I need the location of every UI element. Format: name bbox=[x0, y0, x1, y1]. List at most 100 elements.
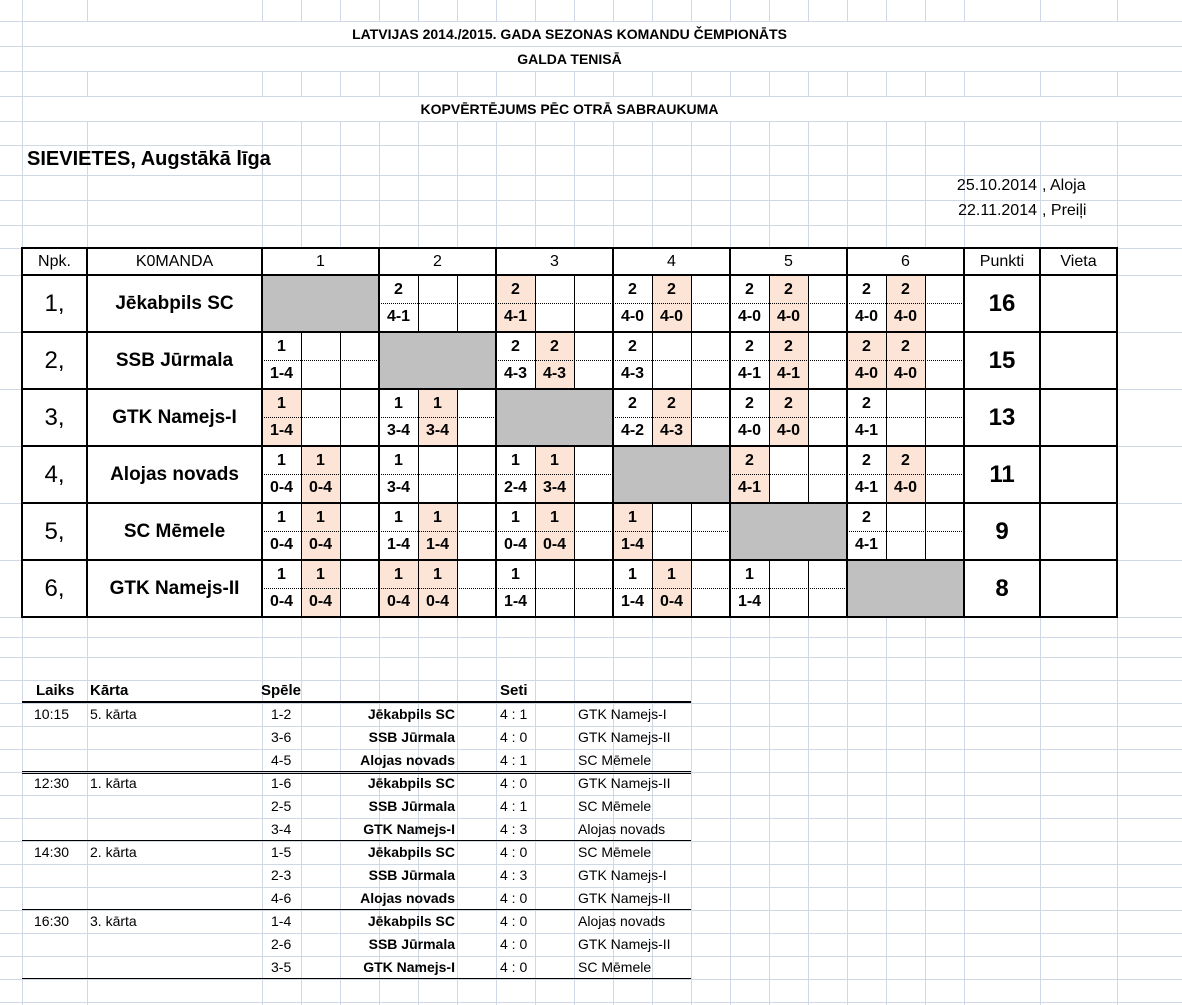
team-place[interactable] bbox=[1040, 560, 1117, 617]
match-score: 0-4 bbox=[269, 593, 294, 610]
match-points: 1 bbox=[745, 566, 754, 583]
match-points: 1 bbox=[277, 452, 286, 469]
team-points: 13 bbox=[988, 403, 1016, 431]
table-border-horizontal bbox=[21, 616, 1118, 618]
row-number: 6, bbox=[44, 574, 65, 602]
game-code: 3-5 bbox=[271, 959, 292, 975]
table-border-vertical bbox=[1039, 247, 1041, 618]
match-points: 2 bbox=[745, 281, 754, 298]
match-score: 4-0 bbox=[659, 308, 684, 325]
game-sets: 4 : 0 bbox=[500, 890, 528, 906]
score-separator bbox=[262, 417, 379, 418]
team-place[interactable] bbox=[1040, 446, 1117, 503]
row-number: 5, bbox=[44, 517, 65, 545]
gridline-horizontal bbox=[0, 864, 1182, 865]
score-separator bbox=[496, 588, 613, 589]
score-separator bbox=[379, 417, 496, 418]
gridline-horizontal bbox=[0, 21, 1182, 22]
game-code: 3-4 bbox=[271, 821, 292, 837]
merged-subtitle-area bbox=[23, 96, 1182, 121]
match-points: 2 bbox=[901, 281, 910, 298]
table-border-vertical bbox=[612, 247, 614, 618]
game-away-team: GTK Namejs-II bbox=[578, 936, 671, 952]
game-code: 1-5 bbox=[271, 844, 292, 860]
game-sets: 4 : 3 bbox=[500, 867, 528, 883]
match-score: 4-1 bbox=[386, 308, 411, 325]
schedule-round: 5. kārta bbox=[90, 706, 137, 722]
table-border-vertical bbox=[21, 247, 23, 618]
match-points: 2 bbox=[628, 338, 637, 355]
score-separator bbox=[847, 417, 964, 418]
game-sets: 4 : 1 bbox=[500, 798, 528, 814]
schedule-header-rule bbox=[22, 701, 691, 703]
match-score: 0-4 bbox=[269, 536, 294, 553]
match-score: 0-4 bbox=[386, 593, 411, 610]
game-home-team: Alojas novads bbox=[360, 752, 455, 768]
game-code: 2-5 bbox=[271, 798, 292, 814]
game-code: 1-6 bbox=[271, 775, 292, 791]
schedule-header-round: Kārta bbox=[90, 682, 129, 699]
match-points: 1 bbox=[316, 566, 325, 583]
match-score: 4-1 bbox=[854, 479, 879, 496]
team-place[interactable] bbox=[1040, 389, 1117, 446]
match-score: 4-0 bbox=[854, 365, 879, 382]
match-points: 1 bbox=[394, 452, 403, 469]
match-score: 1-4 bbox=[503, 593, 528, 610]
game-sets: 4 : 3 bbox=[500, 821, 528, 837]
score-separator bbox=[730, 360, 847, 361]
team-place[interactable] bbox=[1040, 332, 1117, 389]
gridline-horizontal bbox=[0, 121, 1182, 122]
gridline-horizontal bbox=[0, 225, 1182, 226]
gridline-horizontal bbox=[0, 657, 1182, 658]
match-score: 4-0 bbox=[893, 308, 918, 325]
match-points: 2 bbox=[862, 338, 871, 355]
score-separator bbox=[262, 531, 379, 532]
match-score: 4-0 bbox=[737, 422, 762, 439]
match-points: 2 bbox=[511, 281, 520, 298]
header-opponent: 3 bbox=[550, 252, 559, 270]
match-score: 4-3 bbox=[542, 365, 567, 382]
schedule-block-rule bbox=[22, 773, 691, 774]
gridline-horizontal bbox=[0, 46, 1182, 47]
game-home-team: SSB Jūrmala bbox=[368, 936, 455, 952]
header-team: K0MANDA bbox=[135, 252, 214, 270]
score-separator bbox=[730, 303, 847, 304]
match-score: 4-2 bbox=[620, 422, 645, 439]
match-points: 2 bbox=[628, 395, 637, 412]
match-score: 3-4 bbox=[386, 422, 411, 439]
match-score: 3-4 bbox=[386, 479, 411, 496]
gridline-horizontal bbox=[0, 818, 1182, 819]
table-border-vertical bbox=[261, 247, 263, 618]
row-number: 2, bbox=[44, 346, 65, 374]
schedule-block-rule bbox=[22, 909, 691, 910]
event-place: , Aloja bbox=[1042, 177, 1086, 194]
gridline-horizontal bbox=[0, 71, 1182, 72]
match-score: 4-3 bbox=[659, 422, 684, 439]
match-points: 1 bbox=[277, 338, 286, 355]
schedule-time: 10:15 bbox=[34, 706, 70, 722]
event-place: , Preiļi bbox=[1042, 202, 1087, 219]
match-score: 4-1 bbox=[854, 422, 879, 439]
score-separator bbox=[262, 360, 379, 361]
team-place[interactable] bbox=[1040, 275, 1117, 332]
match-points: 1 bbox=[394, 395, 403, 412]
match-points: 2 bbox=[667, 395, 676, 412]
score-separator bbox=[379, 588, 496, 589]
game-sets: 4 : 0 bbox=[500, 959, 528, 975]
game-code: 2-3 bbox=[271, 867, 292, 883]
header-opponent: 5 bbox=[784, 252, 793, 270]
team-points: 8 bbox=[995, 574, 1009, 602]
gridline-horizontal bbox=[0, 933, 1182, 934]
match-score: 1-4 bbox=[737, 593, 762, 610]
gridline-horizontal bbox=[0, 703, 1182, 704]
match-points: 2 bbox=[862, 281, 871, 298]
match-points: 1 bbox=[277, 395, 286, 412]
team-place[interactable] bbox=[1040, 503, 1117, 560]
game-away-team: GTK Namejs-II bbox=[578, 890, 671, 906]
match-score: 4-1 bbox=[737, 365, 762, 382]
gridline-horizontal bbox=[0, 1002, 1182, 1003]
gridline-horizontal bbox=[0, 726, 1182, 727]
game-code: 1-4 bbox=[271, 913, 292, 929]
game-away-team: GTK Namejs-I bbox=[578, 706, 667, 722]
match-points: 1 bbox=[277, 566, 286, 583]
